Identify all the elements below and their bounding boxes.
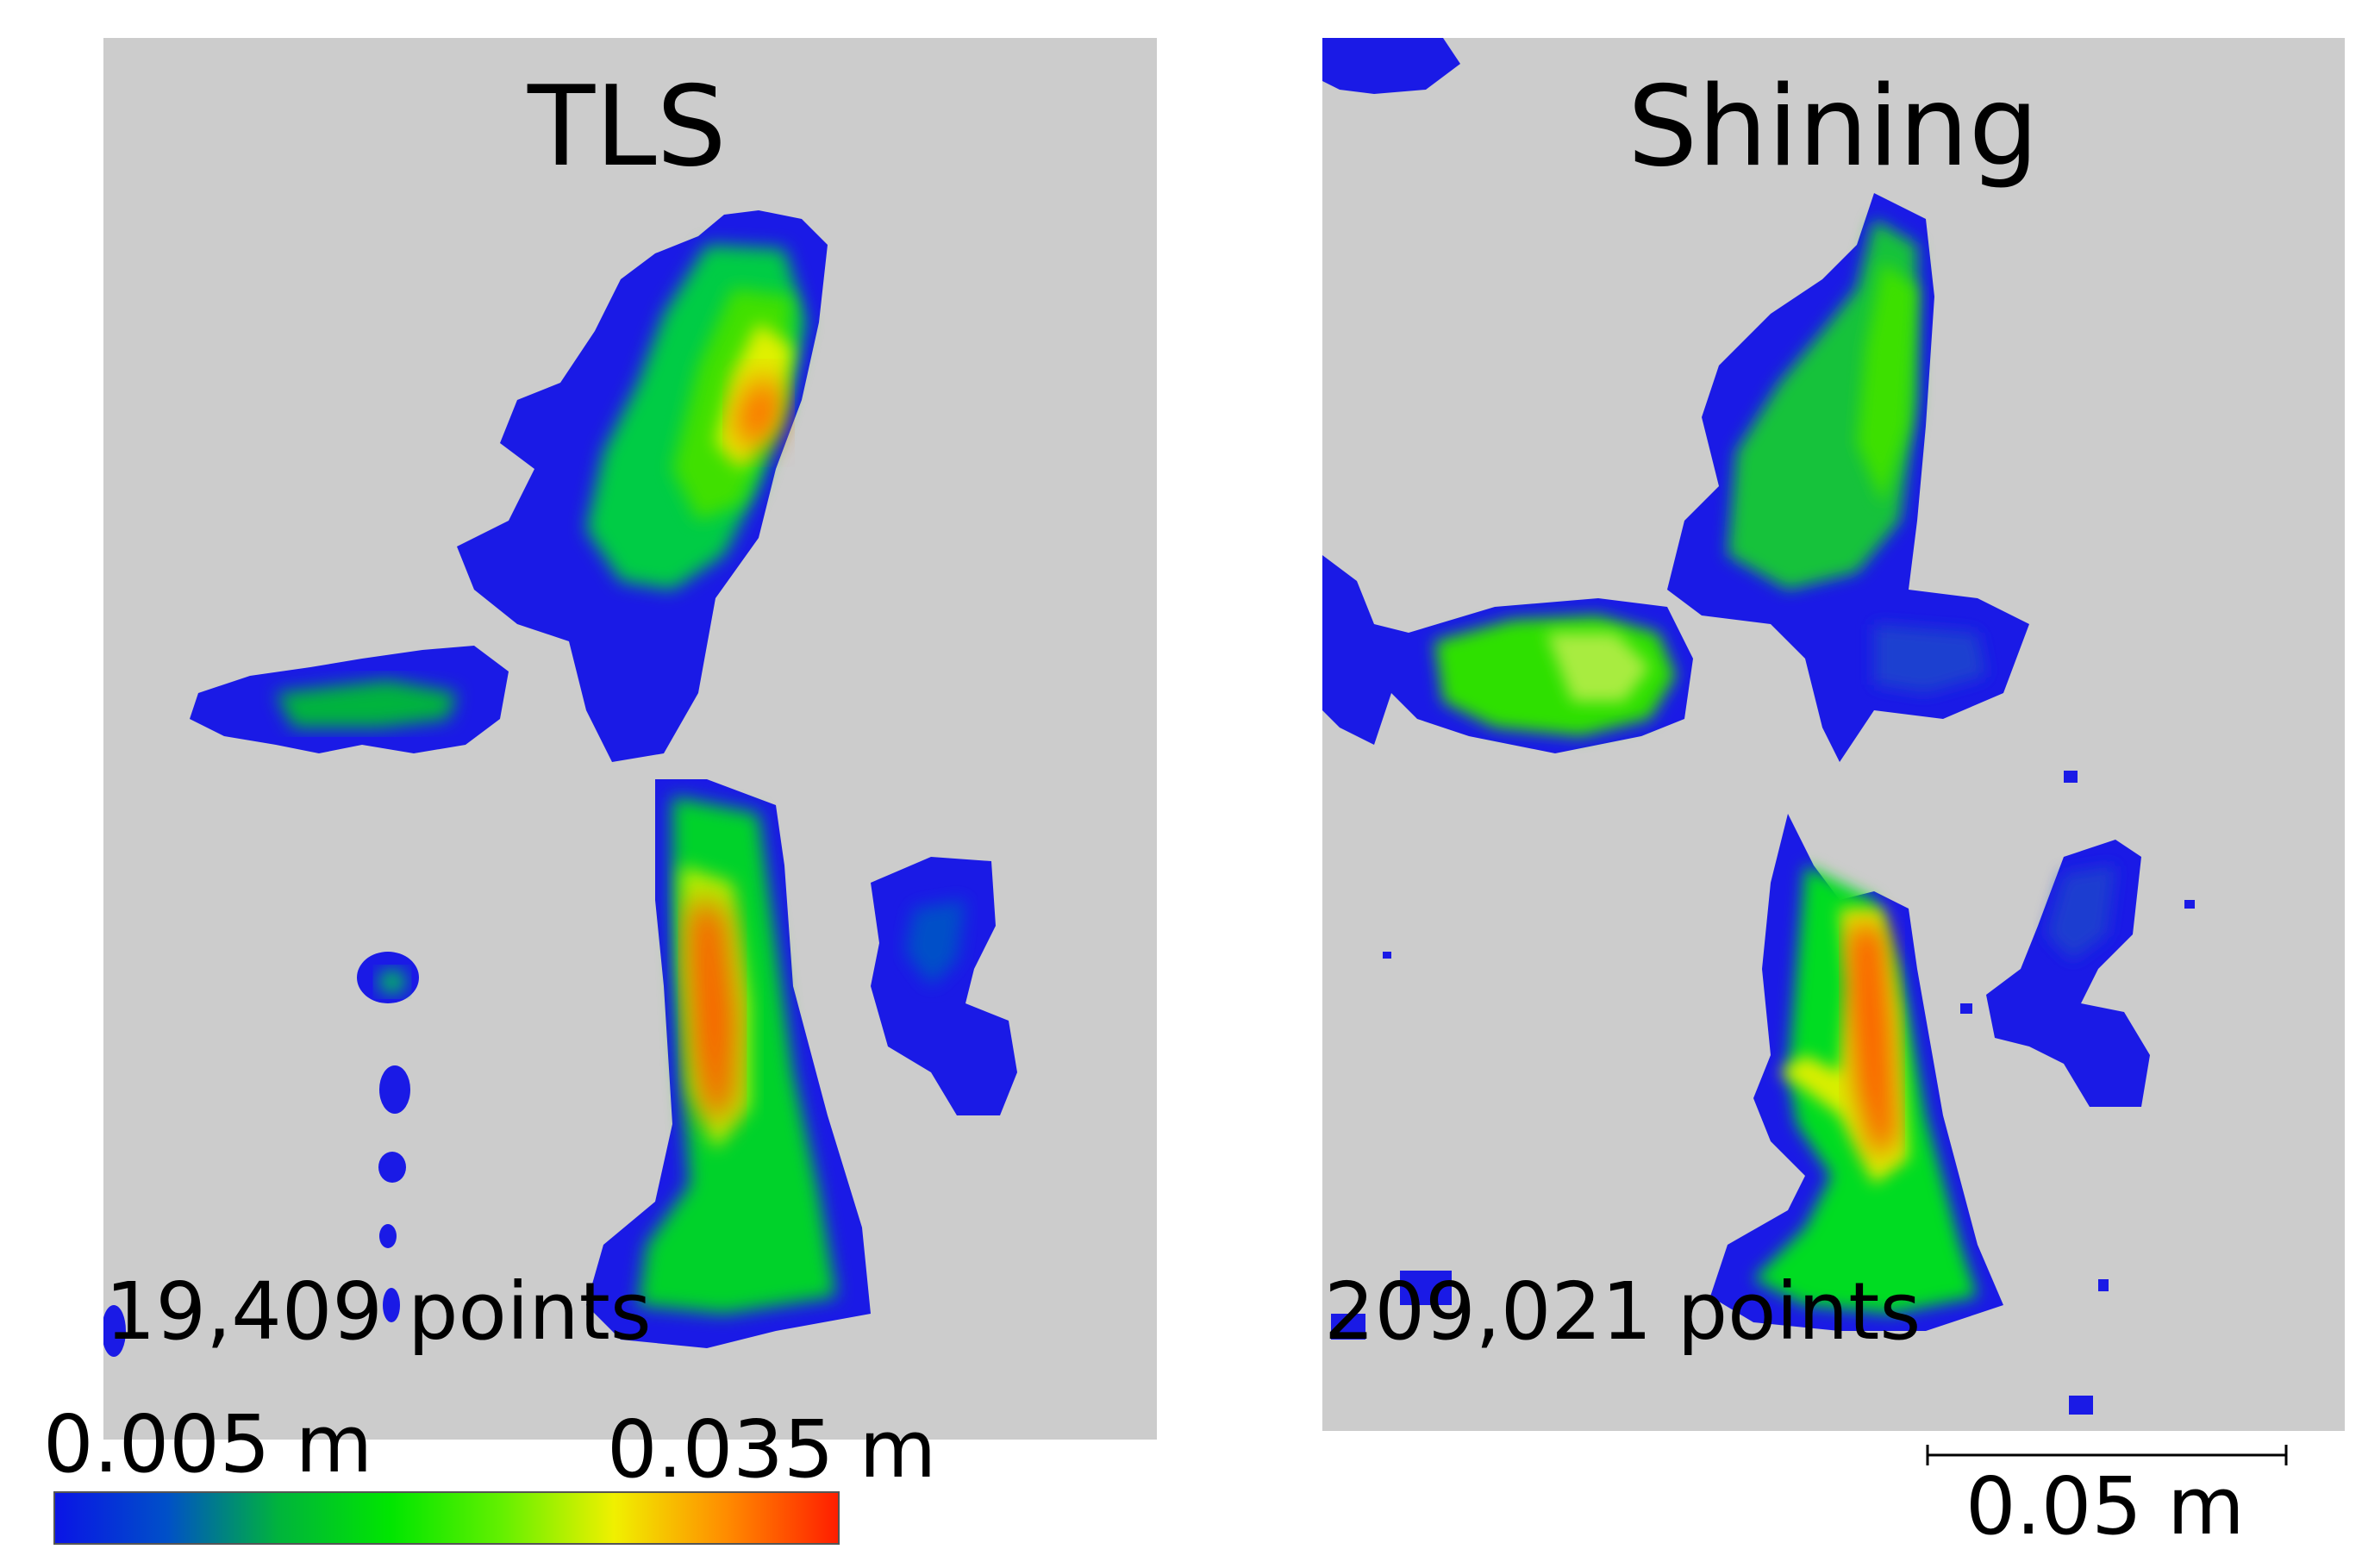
tls-right-feature bbox=[871, 857, 1017, 1115]
shining-panel: Shining 209,021 points bbox=[1322, 38, 2345, 1431]
tls-height-map bbox=[103, 210, 1017, 1357]
shining-left-feature bbox=[1322, 555, 1693, 753]
shining-title: Shining bbox=[1628, 63, 2039, 191]
colorbar-min-label: 0.005 m bbox=[43, 1398, 373, 1490]
tls-small-features bbox=[103, 952, 419, 1357]
tls-title: TLS bbox=[528, 63, 727, 191]
scale-bar-label: 0.05 m bbox=[1965, 1460, 2245, 1552]
shining-point-count: 209,021 points bbox=[1324, 1265, 1921, 1358]
scale-bar bbox=[1926, 1445, 2288, 1465]
colorbar bbox=[53, 1491, 840, 1545]
shining-right-feature bbox=[1986, 840, 2150, 1107]
colorbar-max-label: 0.035 m bbox=[607, 1403, 937, 1496]
tls-point-count: 19,409 points bbox=[105, 1265, 652, 1358]
shining-corner-feature bbox=[1322, 38, 1460, 94]
tls-upper-feature bbox=[190, 210, 828, 762]
shining-specks bbox=[1331, 771, 2195, 1415]
tls-panel: TLS 19,409 points bbox=[103, 38, 1157, 1440]
shining-upper-feature bbox=[1667, 193, 2029, 762]
shining-lower-feature bbox=[1710, 814, 2003, 1331]
tls-lower-feature bbox=[586, 779, 871, 1348]
shining-height-map bbox=[1322, 38, 2195, 1415]
